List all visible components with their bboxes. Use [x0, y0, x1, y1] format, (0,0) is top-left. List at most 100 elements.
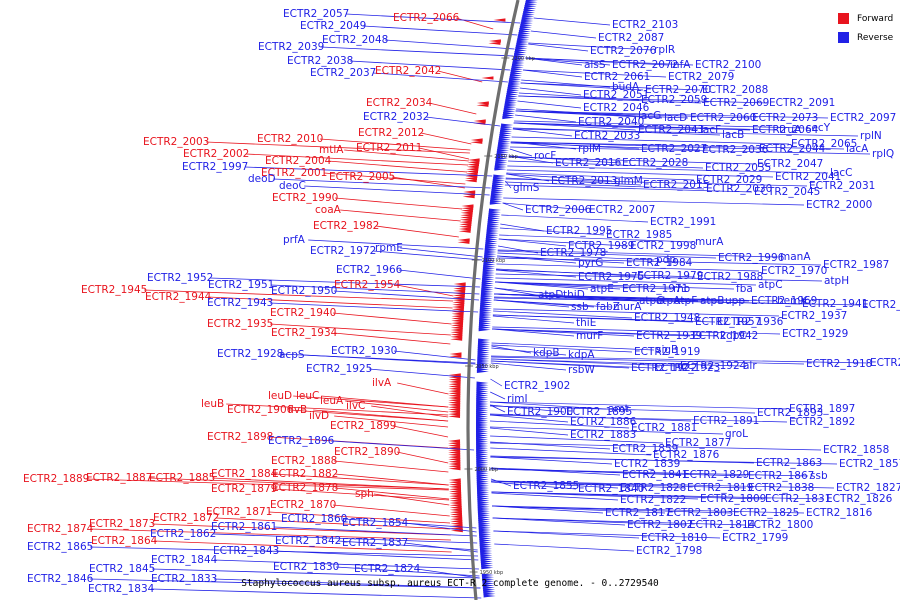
reverse-leader-line: [489, 414, 788, 423]
reverse-gene-arrow: [476, 440, 489, 444]
forward-gene-arrow: [451, 312, 464, 316]
reverse-gene-label: ECTR2_1930: [331, 345, 397, 357]
genome-caption: Staphylococcus aureus subsp. aureus ECT-…: [241, 578, 659, 589]
reverse-gene-arrow: [521, 19, 534, 23]
forward-leader-line: [293, 395, 449, 408]
forward-gene-arrow: [450, 328, 463, 332]
reverse-gene-label: ECTR2_1845: [89, 563, 155, 575]
forward-gene-arrow: [464, 179, 477, 183]
reverse-gene-label: ECTR2_2048: [322, 34, 388, 46]
forward-gene-arrow: [459, 218, 472, 222]
reverse-leader-line: [320, 46, 514, 57]
reverse-gene-arrow: [476, 480, 489, 484]
forward-gene-arrow: [448, 448, 461, 452]
reverse-gene-arrow: [498, 142, 511, 146]
forward-leader-line: [273, 488, 450, 501]
forward-gene-arrow: [459, 222, 472, 226]
reverse-gene-arrow: [478, 326, 491, 330]
reverse-gene-arrow: [479, 307, 492, 311]
reverse-gene-arrow: [506, 90, 519, 94]
forward-gene-label: ECTR2_1887: [86, 472, 152, 484]
reverse-leader-line: [500, 223, 545, 232]
reverse-gene-arrow: [481, 286, 494, 290]
reverse-gene-arrow: [477, 507, 490, 511]
reverse-leader-line: [514, 120, 805, 129]
reverse-gene-arrow: [476, 387, 489, 391]
reverse-gene-label: ECTR2_1996: [718, 252, 785, 264]
reverse-gene-arrow: [520, 21, 533, 25]
reverse-gene-arrow: [515, 44, 528, 48]
reverse-gene-label: ECTR2_1830: [273, 561, 339, 573]
reverse-gene-label: ECTR2_1840: [578, 483, 644, 495]
forward-gene-arrow: [460, 215, 473, 220]
reverse-gene-arrow: [477, 503, 490, 507]
forward-gene-arrow: [459, 220, 472, 224]
reverse-gene-arrow: [476, 413, 489, 416]
reverse-gene-arrow: [512, 59, 525, 63]
reverse-gene-label: ECTR2_1942: [692, 330, 758, 342]
reverse-leader-line: [89, 578, 481, 589]
reverse-gene-label: fba: [736, 283, 753, 295]
reverse-gene-label: ECTR2_1886: [570, 416, 637, 428]
reverse-gene-arrow: [484, 250, 497, 254]
forward-gene-label: ECTR2_1889: [23, 473, 89, 485]
reverse-gene-label: acpS: [279, 349, 305, 361]
reverse-gene-label: ECTR2_1919: [634, 346, 700, 358]
reverse-leader-line: [499, 234, 694, 243]
reverse-gene-arrow: [478, 522, 491, 526]
forward-leader-line: [313, 409, 449, 422]
forward-leader-line: [428, 102, 477, 115]
reverse-gene-arrow: [486, 233, 499, 237]
reverse-gene-arrow: [476, 383, 489, 387]
gene-labels: ECTR2_2066 ECTR2_2042 ECTR2_2034 ECTR2_2012…: [23, 8, 900, 595]
reverse-gene-arrow: [477, 363, 490, 367]
reverse-gene-label: ECTR2_1896: [268, 435, 335, 447]
reverse-gene-arrow: [476, 423, 489, 427]
reverse-leader-line: [525, 57, 694, 66]
reverse-gene-label: ECTR2_2070: [645, 84, 711, 96]
reverse-gene-arrow: [506, 95, 519, 99]
reverse-gene-label: manA: [780, 251, 811, 263]
reverse-leader-line: [493, 530, 721, 539]
reverse-gene-arrow: [508, 82, 521, 86]
reverse-leader-line: [505, 181, 705, 190]
reverse-gene-label: budA: [612, 81, 640, 93]
reverse-gene-arrow: [510, 72, 523, 75]
forward-leader-line: [373, 493, 450, 506]
reverse-gene-arrow: [494, 163, 507, 167]
reverse-gene-arrow: [479, 319, 492, 323]
reverse-gene-label: ECTR2_1819: [687, 482, 753, 494]
reverse-gene-arrow: [480, 292, 493, 296]
reverse-gene-arrow: [478, 524, 491, 528]
reverse-leader-line: [520, 82, 701, 91]
reverse-leader-line: [345, 13, 521, 24]
scale-tick-label: 1950 kbp: [480, 570, 504, 576]
reverse-gene-arrow: [476, 438, 489, 442]
forward-leader-line: [323, 172, 466, 185]
reverse-gene-arrow: [481, 566, 494, 570]
forward-gene-label: ECTR2_1870: [270, 499, 336, 511]
reverse-leader-line: [489, 427, 569, 436]
reverse-gene-arrow: [480, 298, 493, 302]
forward-gene-arrow: [448, 450, 461, 455]
forward-gene-arrow: [461, 206, 474, 210]
reverse-gene-arrow: [525, 0, 538, 4]
forward-leader-line: [418, 147, 470, 160]
reverse-gene-label: ECTR2_2045: [754, 186, 820, 198]
reverse-gene-label: ECTR2_1929: [782, 328, 848, 340]
reverse-gene-arrow: [478, 530, 491, 534]
reverse-gene-arrow: [476, 431, 489, 435]
reverse-gene-arrow: [476, 486, 489, 490]
reverse-gene-arrow: [493, 176, 506, 180]
reverse-gene-arrow: [479, 536, 492, 540]
forward-gene-label: ECTR2_2002: [183, 148, 249, 160]
reverse-gene-arrow: [476, 392, 489, 395]
reverse-leader-line: [505, 178, 808, 187]
reverse-leader-line: [490, 447, 652, 456]
reverse-gene-arrow: [511, 67, 524, 71]
reverse-leader-line: [490, 401, 607, 410]
reverse-leader-line: [513, 122, 778, 131]
forward-leader-line: [273, 473, 449, 486]
reverse-leader-line: [525, 57, 611, 66]
forward-leader-line: [333, 332, 451, 345]
